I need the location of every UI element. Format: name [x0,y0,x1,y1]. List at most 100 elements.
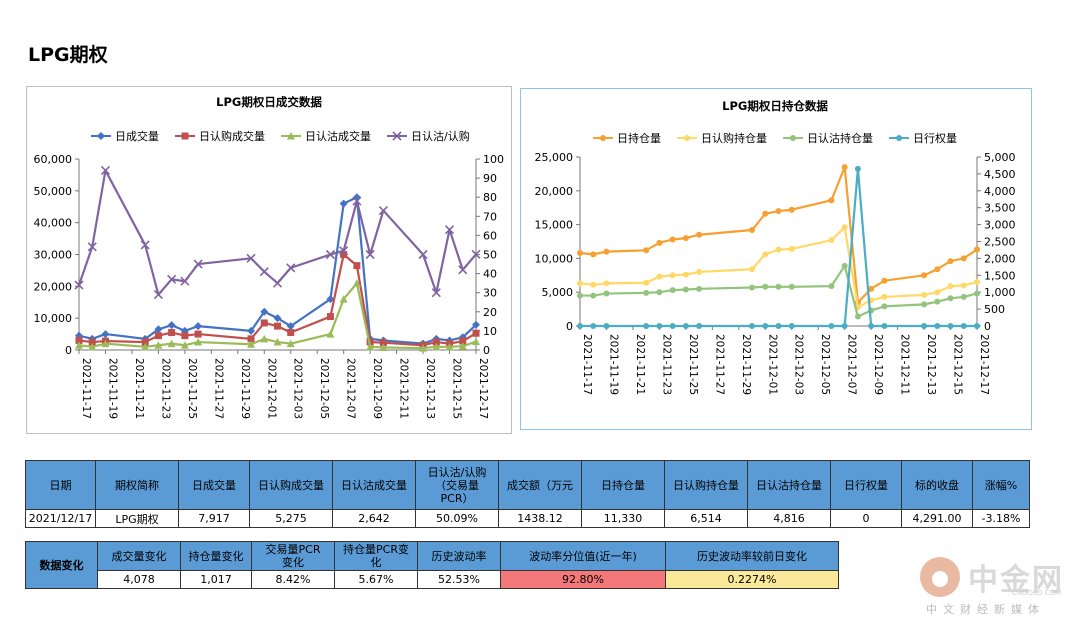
oi-chart-series-1-point-1 [590,281,597,288]
change-cell-6: 0.2274% [665,570,839,589]
oi-chart-series-2-point-0 [577,292,583,299]
oi-chart-series-1-point-11 [788,245,795,252]
summary-header-10: 日行权量 [830,460,902,510]
volume-chart-series-2-point-7 [194,338,203,346]
oi-chart-legend-item-2: 日认沽持仓量 [783,131,873,145]
change-header-5: 波动率分位值(近一年) [500,541,666,571]
watermark-tagline: 中文财经新媒体 [926,603,1045,616]
volume-chart-series-3-point-11 [286,263,296,273]
volume-chart-series-0-point-5 [167,321,176,330]
oi-chart-legend-item-1: 日认购持仓量 [677,131,767,145]
oi-chart-x-label-10: 2021-12-07 [846,334,858,395]
volume-chart-x-label-2: 2021-11-21 [133,358,145,419]
volume-chart-y-left-label-1: 10,000 [34,312,73,325]
oi-chart-x-label-6: 2021-11-29 [740,334,752,395]
data-change-table: 数据变化 成交量变化 持仓量变化 交易量PCR 变化 持仓量PCR变化历史波动率 波动率分… [25,541,839,589]
oi-chart-series-2-point-7 [696,285,703,292]
oi-chart-series-3-point-15 [868,323,875,329]
oi-chart-y-right-label-2: 1,000 [984,286,1016,299]
oi-chart-x-label-15: 2021-12-17 [978,334,990,395]
oi-chart-series-3-point-11 [788,323,795,329]
volume-chart-series-1-point-16 [379,339,387,347]
oi-chart-series-1-point-19 [947,283,954,290]
volume-chart-y-left-label-5: 50,000 [34,185,73,198]
volume-chart-series-3-point-1 [87,242,97,252]
volume-chart-y-right-label-1: 10 [483,325,497,338]
volume-chart-legend-marker-3 [392,131,402,141]
volume-chart-x-label-15: 2021-12-17 [477,358,489,419]
summary-cell-5: 50.09% [415,509,499,528]
change-header-4: 历史波动率 [417,541,501,571]
oi-chart-series-3-point-7 [696,323,703,329]
change-header-3: 持仓量PCR变化 [334,541,418,571]
volume-chart-x-label-10: 2021-12-07 [345,358,357,419]
oi-chart-series-line-3 [580,167,977,328]
volume-chart-y-right-label-6: 60 [483,229,497,242]
summary-cell-3: 5,275 [249,509,333,528]
volume-chart-series-3-point-16 [378,206,388,216]
volume-chart-series-3-point-21 [471,249,481,259]
oi-chart-series-2-point-12 [828,283,835,290]
volume-chart-series-2-point-5 [167,339,176,348]
oi-chart-series-0-point-6 [682,235,689,242]
summary-cell-12: -3.18% [972,509,1030,528]
volume-chart-series-3 [74,165,481,300]
volume-chart-series-3-point-10 [272,278,283,288]
volume-chart-series-2-point-21 [472,337,480,346]
oi-chart-y-right-label-10: 5,000 [984,151,1016,164]
oi-chart-series-0-point-19 [947,258,954,265]
summary-header-11: 标的收盘 [901,460,973,510]
summary-header-8: 日认购持仓量 [664,460,748,510]
oi-chart-series-0-point-10 [775,208,782,215]
volume-chart-y-right-label-4: 40 [483,268,497,281]
oi-chart-series-1-point-4 [656,273,663,280]
volume-chart-y-right-label-2: 20 [483,306,497,319]
oi-chart-legend-item-0: 日持仓量 [593,131,661,145]
volume-chart-series-0-point-21 [472,320,480,329]
oi-chart-legend-label-3: 日行权量 [913,132,957,145]
oi-chart-series-2-point-1 [590,292,597,299]
oi-chart-series-3-point-5 [669,323,676,329]
oi-chart-series-0-point-17 [921,272,928,279]
summary-header-5: 日认沽/认购 （交易量 PCR） [415,460,499,510]
volume-chart-y-right-label-10: 100 [483,153,504,166]
oi-chart-series-3-point-16 [881,323,888,329]
oi-chart-y-right-label-4: 2,000 [984,252,1016,265]
change-cell-5: 92.80% [500,570,666,589]
volume-chart-y-left-label-6: 60,000 [34,153,73,166]
oi-chart-series-1-point-3 [643,279,650,286]
daily-summary-header-row: 日期 期权简称 日成交量 日认购成交量 日认沽成交量 日认沽/认购 （交易量 PCR） 成交额（… [25,460,1030,510]
oi-chart-series-3-point-19 [947,323,954,329]
summary-cell-10: 0 [830,509,902,528]
oi-chart-series-2-point-8 [749,284,756,291]
oi-chart-legend-label-2: 日认沽持仓量 [807,131,873,145]
daily-summary-table: 日期 期权简称 日成交量 日认购成交量 日认沽成交量 日认沽/认购 （交易量 PCR） 成交额（… [25,460,1030,528]
oi-chart-series-1-point-17 [921,291,928,298]
volume-chart-series-2 [75,279,480,352]
volume-chart-series-1-point-0 [75,336,83,344]
oi-chart-series-3-point-1 [590,323,597,329]
oi-chart-y-left-label-4: 20,000 [535,185,574,198]
volume-chart-y-left-label-0: 0 [65,344,72,357]
oi-chart-series-3-point-2 [603,323,610,329]
oi-chart-series-1-point-8 [749,266,756,273]
volume-chart-series-3-point-18 [431,288,441,298]
oi-chart-series-2-point-3 [643,289,650,296]
oi-chart-series-3-point-10 [775,323,782,329]
change-cell-1: 1,017 [180,570,252,589]
oi-chart-series-0-point-2 [603,248,610,255]
volume-chart-series-2-point-18 [432,342,441,351]
oi-chart-x-label-2: 2021-11-21 [634,334,646,395]
volume-chart-series-0-point-13 [339,199,348,208]
volume-chart-series-2-point-20 [458,342,467,350]
volume-chart-series-1-point-18 [432,338,440,346]
volume-chart-series-0-point-8 [247,326,256,335]
oi-chart-series-1-point-7 [696,268,703,275]
change-cell-4: 52.53% [417,570,501,589]
volume-chart-series-3-point-14 [352,196,362,206]
volume-chart-series-0-point-2 [101,330,110,339]
oi-chart-series-1-point-9 [762,251,769,258]
oi-chart-series-3-point-0 [577,323,583,329]
oi-chart-series-3-point-21 [974,323,980,329]
volume-chart-series-3-point-17 [418,249,428,260]
